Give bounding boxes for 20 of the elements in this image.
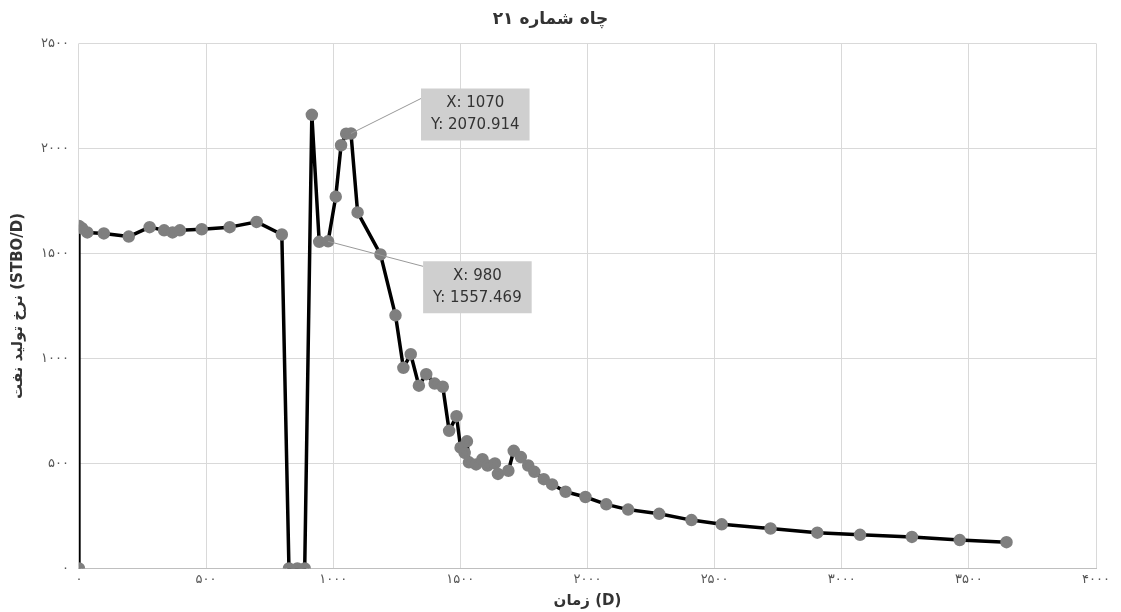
- y-tick-label: ۲۰۰۰: [40, 139, 69, 155]
- y-tick-label: ۵۰۰: [47, 454, 69, 470]
- x-tick-label: ۱۰۰۰: [319, 570, 348, 586]
- x-tick-label: ۳۰۰۰: [827, 570, 856, 586]
- y-tick-label: ۲۵۰۰: [40, 34, 69, 50]
- x-tick-label: ۲۰۰۰: [573, 570, 602, 586]
- y-tick-label: ۱۰۰۰: [40, 349, 69, 365]
- x-tick-label: ۵۰۰: [195, 570, 217, 586]
- y-axis-title: نرخ تولید نفت (STBO/D): [7, 212, 26, 399]
- x-tick-label: ۲۵۰۰: [700, 570, 729, 586]
- x-tick-label: ۱۵۰۰: [446, 570, 475, 586]
- y-tick-label: ۱۵۰۰: [40, 244, 69, 260]
- x-tick-label: ۴۰۰۰: [1082, 570, 1110, 586]
- annotation: X: 980 Y: 1557.469: [432, 266, 522, 307]
- y-tick-label: ۰: [61, 559, 69, 575]
- annotation: X: 1070 Y: 2070.914: [429, 93, 520, 134]
- x-tick-label: ۳۵۰۰: [954, 570, 983, 586]
- x-tick-label: ۰: [75, 570, 83, 586]
- x-axis-title: زمان (D): [553, 590, 622, 609]
- chart-title: چاه شماره ۲۱: [492, 7, 609, 29]
